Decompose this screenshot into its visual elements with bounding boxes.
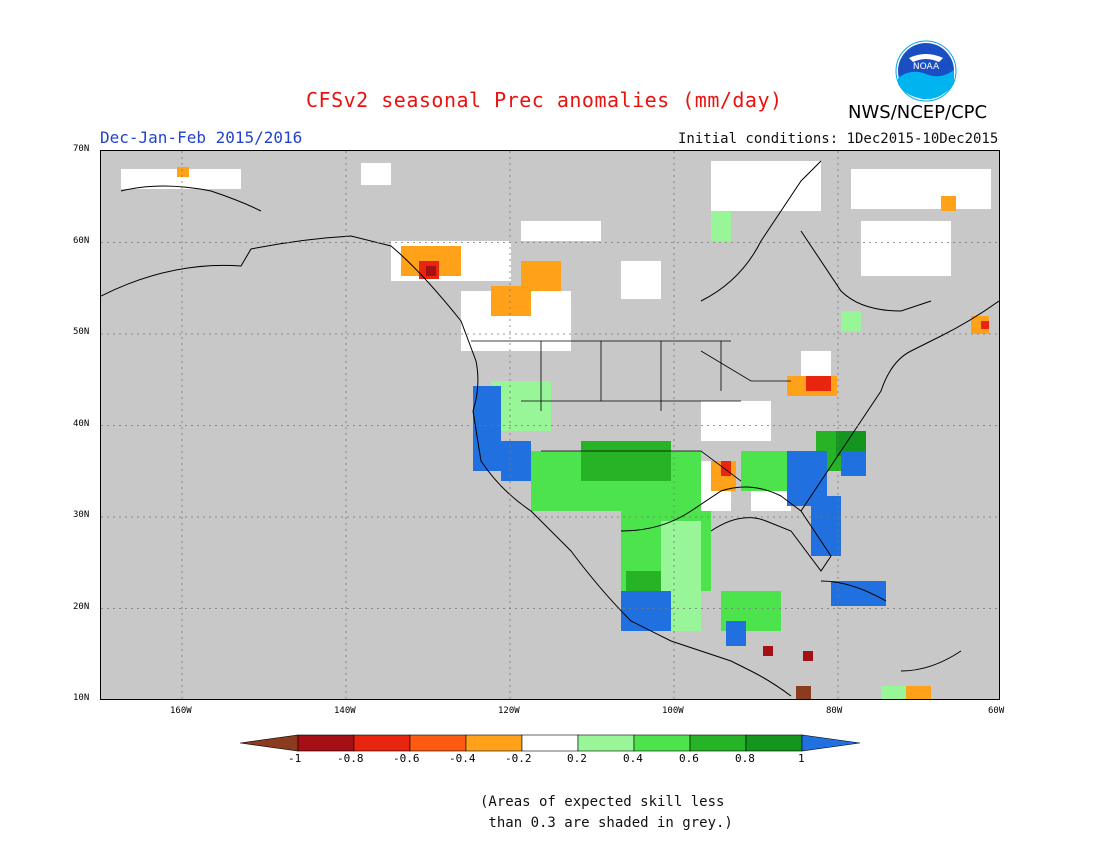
colorbar-segment bbox=[297, 734, 355, 752]
precip-anomaly-map bbox=[100, 151, 1000, 699]
borders bbox=[471, 340, 791, 482]
lat-label: 30N bbox=[73, 510, 90, 520]
colorbar-segment bbox=[745, 734, 803, 752]
forecast-period: Dec-Jan-Feb 2015/2016 bbox=[100, 128, 303, 147]
colorbar-tick: -1 bbox=[288, 752, 302, 765]
colorbar-segment bbox=[465, 734, 523, 752]
lon-label: 80W bbox=[826, 706, 843, 716]
lon-label: 160W bbox=[170, 706, 192, 716]
colorbar-high-arrow bbox=[801, 734, 860, 752]
lat-label: 50N bbox=[73, 327, 90, 337]
colorbar-segment bbox=[521, 734, 579, 752]
initial-conditions: Initial conditions: 1Dec2015-10Dec2015 bbox=[678, 131, 999, 147]
lat-label: 70N bbox=[73, 144, 90, 154]
coastlines bbox=[100, 160, 1000, 697]
colorbar-segment bbox=[353, 734, 411, 752]
lat-label: 40N bbox=[73, 419, 90, 429]
colorbar-segment bbox=[633, 734, 691, 752]
agency-label: NWS/NCEP/CPC bbox=[848, 102, 988, 123]
lat-label: 20N bbox=[73, 602, 90, 612]
lon-label: 100W bbox=[662, 706, 684, 716]
colorbar-tick: -0.6 bbox=[393, 752, 420, 765]
colorbar-tick: 0.4 bbox=[623, 752, 643, 765]
colorbar-tick: -0.2 bbox=[505, 752, 532, 765]
colorbar bbox=[240, 734, 860, 752]
lat-label: 10N bbox=[73, 693, 90, 703]
chart-title: CFSv2 seasonal Prec anomalies (mm/day) bbox=[306, 88, 783, 112]
colorbar-segment bbox=[689, 734, 747, 752]
lon-label: 60W bbox=[988, 706, 1005, 716]
lon-label: 120W bbox=[498, 706, 520, 716]
skill-footnote: (Areas of expected skill less than 0.3 a… bbox=[480, 794, 733, 831]
very-wet-anomaly-areas bbox=[473, 386, 886, 646]
svg-text:NOAA: NOAA bbox=[913, 62, 940, 72]
lon-label: 140W bbox=[334, 706, 356, 716]
map-panel bbox=[100, 150, 1000, 700]
colorbar-segment bbox=[409, 734, 467, 752]
colorbar-tick: -0.4 bbox=[449, 752, 476, 765]
colorbar-segment bbox=[577, 734, 635, 752]
gridlines bbox=[101, 151, 999, 699]
colorbar-tick: 0.8 bbox=[735, 752, 755, 765]
lat-label: 60N bbox=[73, 236, 90, 246]
colorbar-tick: 0.2 bbox=[567, 752, 587, 765]
noaa-logo: NOAA bbox=[895, 40, 957, 102]
colorbar-tick: 1 bbox=[798, 752, 805, 765]
colorbar-low-arrow bbox=[240, 734, 299, 752]
colorbar-tick: 0.6 bbox=[679, 752, 699, 765]
colorbar-tick: -0.8 bbox=[337, 752, 364, 765]
